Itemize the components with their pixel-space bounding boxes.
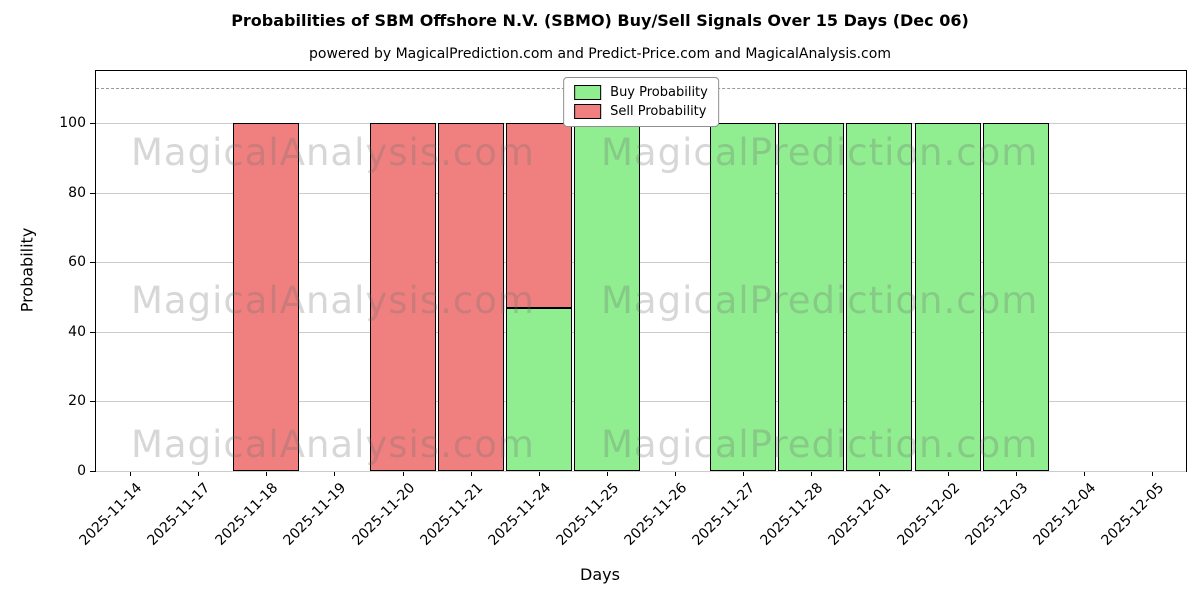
x-tick-label: 2025-11-24: [485, 480, 555, 549]
y-tick-label: 80: [68, 184, 86, 201]
y-tick-label: 20: [68, 393, 86, 410]
x-tick-label: 2025-11-26: [621, 480, 691, 549]
y-tick-label: 100: [59, 115, 86, 132]
bar-buy: [505, 307, 572, 471]
gridline: [96, 331, 1186, 333]
x-tick-mark: [606, 471, 608, 476]
x-tick-mark: [1083, 471, 1085, 476]
x-tick-label: 2025-12-02: [894, 480, 963, 549]
x-tick-label: 2025-11-21: [417, 480, 487, 549]
x-tick-mark: [402, 471, 404, 476]
gridline: [96, 192, 1186, 194]
bar-buy: [573, 123, 640, 471]
legend-item: Sell Probability: [574, 102, 708, 121]
bar-buy: [710, 123, 777, 471]
chart-subtitle: powered by MagicalPrediction.com and Pre…: [309, 46, 891, 62]
chart-title: Probabilities of SBM Offshore N.V. (SBMO…: [231, 11, 969, 30]
x-tick-label: 2025-12-03: [962, 480, 1032, 549]
legend-item: Buy Probability: [574, 83, 708, 102]
y-tick-mark: [90, 401, 95, 403]
x-tick-label: 2025-11-25: [553, 480, 623, 549]
legend-swatch: [574, 104, 602, 119]
x-tick-mark: [130, 471, 132, 476]
watermark-text: MagicalAnalysis.com: [131, 279, 535, 322]
x-tick-mark: [743, 471, 745, 476]
plot-area: MagicalAnalysis.com MagicalPrediction.com…: [95, 70, 1187, 472]
bar-layer: [96, 71, 1186, 471]
x-tick-label: 2025-11-20: [349, 480, 418, 549]
x-tick-mark: [811, 471, 813, 476]
y-tick-mark: [90, 262, 95, 264]
y-tick-mark: [90, 123, 95, 125]
x-tick-label: 2025-11-14: [76, 480, 146, 549]
legend-label: Sell Probability: [610, 104, 707, 119]
watermark-text: MagicalPrediction.com: [601, 279, 1039, 322]
y-tick-mark: [90, 192, 95, 194]
watermark-text: MagicalAnalysis.com: [131, 131, 535, 174]
bar-sell: [437, 123, 504, 471]
watermark-text: MagicalPrediction.com: [601, 423, 1039, 466]
y-axis-label: Probability: [17, 227, 37, 313]
x-tick-mark: [1151, 471, 1153, 476]
x-tick-label: 2025-11-18: [212, 480, 282, 549]
x-tick-label: 2025-12-01: [825, 480, 895, 549]
x-tick-mark: [675, 471, 677, 476]
watermark-text: MagicalPrediction.com: [601, 131, 1039, 174]
y-tick-label: 60: [68, 254, 86, 271]
x-tick-mark: [879, 471, 881, 476]
bar-sell: [233, 123, 300, 471]
legend: Buy Probability Sell Probability: [563, 77, 719, 127]
x-tick-label: 2025-11-27: [689, 480, 759, 549]
bar-sell: [369, 123, 436, 471]
x-tick-mark: [538, 471, 540, 476]
x-tick-mark: [947, 471, 949, 476]
x-tick-label: 2025-11-19: [280, 480, 350, 549]
y-tick-label: 0: [77, 463, 86, 479]
y-tick-mark: [90, 471, 95, 472]
x-tick-mark: [334, 471, 336, 476]
x-axis-label: Days: [580, 565, 620, 584]
x-tick-mark: [198, 471, 200, 476]
x-tick-label: 2025-12-04: [1030, 480, 1100, 549]
bar-buy: [914, 123, 981, 471]
x-tick-mark: [470, 471, 472, 476]
x-tick-label: 2025-12-05: [1098, 480, 1168, 549]
gridline: [96, 401, 1186, 403]
legend-label: Buy Probability: [610, 85, 708, 100]
gridline: [96, 471, 1186, 472]
x-tick-mark: [1015, 471, 1017, 476]
y-tick-mark: [90, 331, 95, 333]
x-tick-label: 2025-11-28: [757, 480, 827, 549]
x-tick-label: 2025-11-17: [144, 480, 214, 549]
watermark-layer: MagicalAnalysis.com MagicalPrediction.com…: [96, 71, 1186, 471]
bar-buy: [846, 123, 913, 471]
gridline: [96, 262, 1186, 264]
y-tick-label: 40: [68, 323, 86, 340]
watermark-text: MagicalAnalysis.com: [131, 423, 535, 466]
bar-buy: [778, 123, 845, 471]
bar-buy: [982, 123, 1049, 471]
bar-sell: [505, 123, 572, 308]
legend-swatch: [574, 85, 602, 100]
x-tick-mark: [266, 471, 268, 476]
